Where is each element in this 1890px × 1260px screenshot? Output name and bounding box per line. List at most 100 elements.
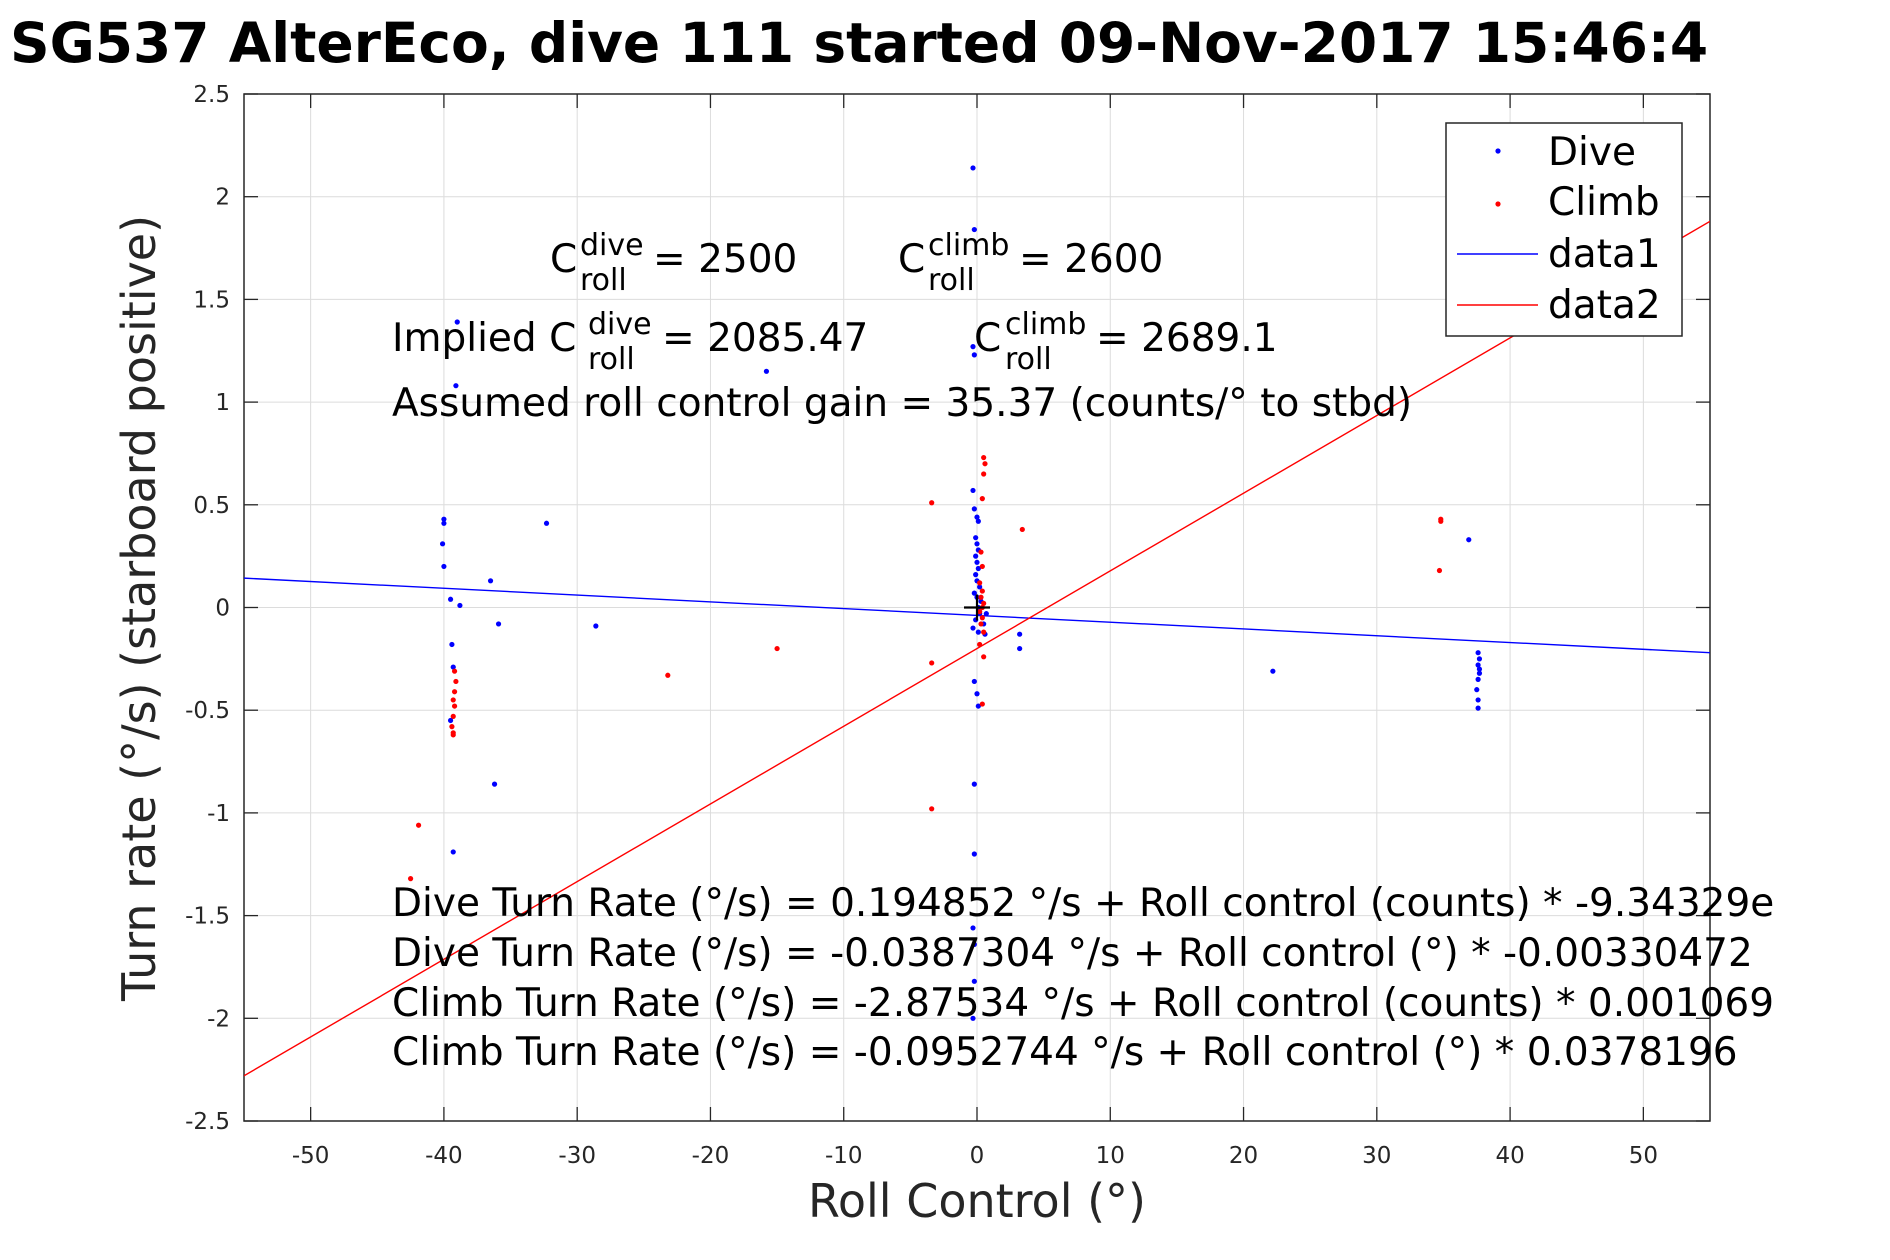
climb-point — [415, 822, 422, 828]
equation-dive-counts: Dive Turn Rate (°/s) = 0.194852 °/s + Ro… — [392, 881, 1774, 926]
y-tick-labels: -2.5 -2 -1.5 -1 -0.5 0 0.5 1 1.5 2 2.5 — [185, 82, 230, 1135]
data-points — [407, 165, 1483, 1021]
climb-point — [450, 697, 456, 703]
dive-point — [453, 383, 459, 389]
dive-point — [973, 572, 979, 578]
dive-point — [983, 611, 989, 617]
equation-climb-degrees: Climb Turn Rate (°/s) = -0.0952744 °/s +… — [392, 1030, 1738, 1075]
climb-point — [451, 668, 458, 674]
c-dive-sub: roll — [580, 263, 627, 298]
svg-text:C climb roll: C climb roll = 2689.1 — [974, 299, 1278, 379]
dive-point — [450, 664, 456, 670]
climb-point — [407, 876, 414, 882]
x-tick-label: -30 — [558, 1143, 596, 1169]
x-tick-label: -40 — [425, 1143, 463, 1169]
dive-point — [447, 596, 454, 602]
c-dive-sup: dive — [580, 228, 644, 263]
dive-point — [1017, 645, 1023, 652]
legend-climb-marker — [1495, 201, 1501, 207]
climb-point — [981, 654, 987, 660]
climb-point — [449, 724, 455, 730]
y-tick-label: 1.5 — [193, 287, 230, 313]
implied-climb-sup: climb — [1005, 307, 1086, 342]
regression-equations: Dive Turn Rate (°/s) = 0.194852 °/s + Ro… — [392, 881, 1774, 1075]
dive-point — [977, 584, 983, 590]
y-tick-label: 0.5 — [193, 493, 230, 519]
x-axis-label: Roll Control (°) — [808, 1174, 1146, 1228]
climb-point — [979, 588, 985, 594]
climb-point — [1436, 567, 1443, 574]
dive-point — [971, 978, 977, 984]
dive-point — [971, 590, 977, 596]
dive-point — [441, 563, 447, 570]
implied-dive-sub: roll — [588, 342, 635, 377]
climb-point — [981, 600, 987, 606]
y-tick-label: -2.5 — [185, 1109, 230, 1135]
dive-point — [1017, 631, 1023, 637]
y-tick-label: 2 — [215, 185, 230, 211]
dive-point — [974, 541, 980, 547]
chart-title: SG537 AlterEco, dive 111 started 09-Nov-… — [10, 11, 1708, 75]
dive-point — [975, 703, 981, 709]
dive-point — [1476, 666, 1483, 672]
c-dive-value: = 2500 — [653, 237, 797, 282]
climb-point — [774, 645, 780, 652]
dive-point — [1475, 676, 1481, 682]
dive-point — [971, 352, 977, 358]
dive-point — [454, 319, 460, 325]
y-tick-label: -2 — [207, 1006, 230, 1032]
svg-text:Implied C dive rol: Implied C dive roll = 2085.47 — [392, 299, 868, 379]
climb-point — [451, 703, 458, 709]
legend: Dive Climb data1 data2 — [1445, 122, 1683, 337]
dive-point — [970, 487, 976, 494]
climb-point — [979, 701, 985, 707]
climb-point — [981, 454, 987, 461]
climb-point — [450, 732, 456, 738]
dive-point — [1474, 687, 1480, 693]
dive-point — [441, 520, 447, 526]
climb-point — [977, 580, 983, 586]
implied-prefix: Implied C — [392, 316, 576, 361]
x-tick-labels: -50 -40 -30 -20 -10 0 10 20 30 40 50 — [292, 1143, 1658, 1169]
y-tick-label: 1 — [215, 390, 230, 416]
c-climb-value: = 2600 — [1019, 237, 1163, 282]
x-tick-label: -20 — [692, 1143, 730, 1169]
dive-point — [450, 849, 456, 855]
implied-climb-sub: roll — [1005, 342, 1052, 377]
implied-climb-value: = 2689.1 — [1096, 316, 1278, 361]
tick-layer — [244, 93, 1710, 1122]
legend-data2-label: data2 — [1548, 283, 1661, 328]
climb-point — [979, 615, 985, 621]
climb-point — [978, 549, 984, 555]
dive-point — [1475, 662, 1481, 668]
dive-point — [1270, 668, 1276, 674]
equation-climb-counts: Climb Turn Rate (°/s) = -2.87534 °/s + R… — [392, 981, 1774, 1026]
svg-text:C climb roll: C climb roll = 2600 — [898, 220, 1163, 300]
dive-point — [973, 553, 979, 559]
gain-annotation: Assumed roll control gain = 35.37 (count… — [392, 381, 1412, 426]
y-tick-label: -1 — [207, 801, 230, 827]
equation-dive-degrees: Dive Turn Rate (°/s) = -0.0387304 °/s + … — [392, 931, 1753, 976]
y-axis-label: Turn rate (°/s) (starboard positive) — [112, 215, 166, 1002]
c-dive-base: C — [550, 237, 577, 282]
dive-point — [971, 506, 977, 512]
legend-dive-label: Dive — [1548, 130, 1636, 175]
dive-point — [1475, 650, 1481, 656]
dive-point — [975, 518, 981, 524]
dive-point — [441, 516, 447, 522]
x-tick-label: -50 — [292, 1143, 330, 1169]
dive-point — [971, 851, 977, 857]
origin-marker — [964, 594, 990, 621]
svg-text:C dive roll: C dive roll = 2500 — [550, 220, 797, 300]
climb-point — [1438, 518, 1444, 524]
dive-point — [970, 625, 976, 631]
climb-point — [981, 629, 987, 635]
dive-point — [970, 1015, 976, 1021]
dive-point — [1466, 537, 1472, 543]
c-climb-base: C — [898, 237, 925, 282]
climb-point — [978, 621, 984, 627]
climb-point — [977, 641, 983, 648]
climb-point — [981, 471, 987, 477]
legend-box — [1445, 122, 1683, 337]
legend-dive-marker — [1495, 148, 1501, 154]
